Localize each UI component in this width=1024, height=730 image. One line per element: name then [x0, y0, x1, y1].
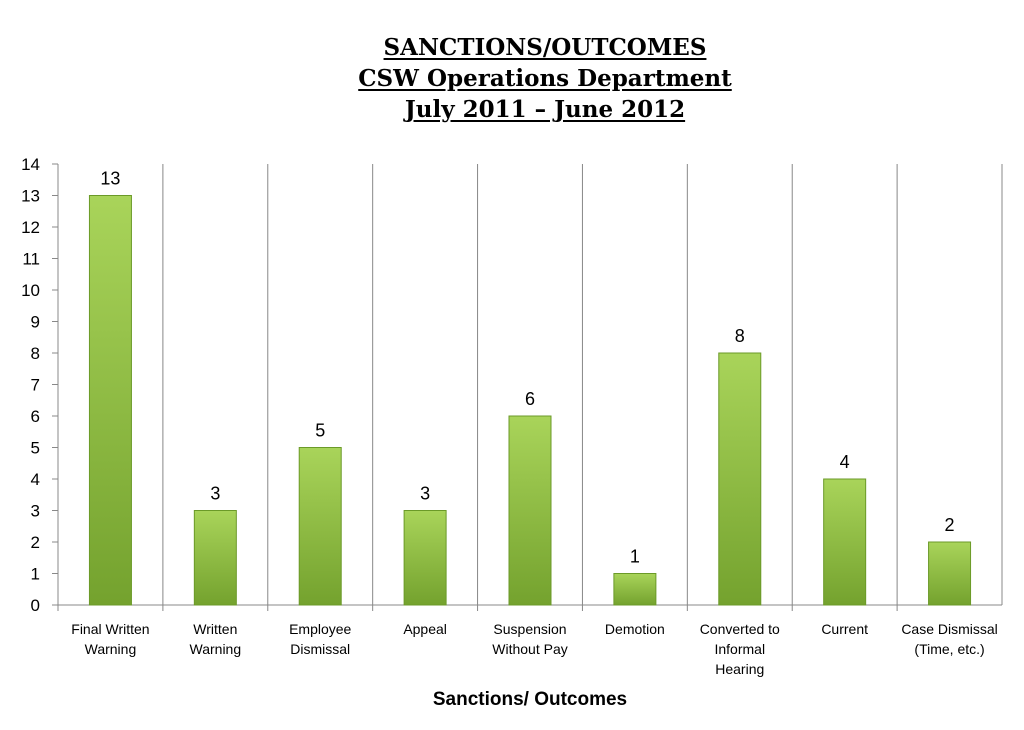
y-tick-label: 14	[21, 155, 40, 174]
y-tick-label: 3	[31, 502, 40, 521]
y-tick-label: 7	[31, 376, 40, 395]
bar	[823, 478, 867, 606]
data-label: 5	[315, 421, 325, 441]
bar	[298, 447, 342, 606]
x-tick-label: Converted to Informal Hearing	[700, 621, 780, 677]
y-tick-label: 8	[31, 344, 40, 363]
bar	[193, 510, 237, 606]
data-label: 1	[630, 547, 640, 567]
y-tick-label: 11	[22, 250, 40, 269]
y-tick-label: 13	[21, 187, 40, 206]
y-tick-label: 12	[21, 218, 40, 237]
bar	[88, 195, 132, 606]
chart-title: SANCTIONS/OUTCOMES CSW Operations Depart…	[0, 32, 1024, 125]
data-label: 13	[100, 169, 120, 189]
y-tick-label: 0	[31, 596, 40, 615]
x-tick-label: Appeal	[403, 621, 447, 637]
x-tick-label: Suspension Without Pay	[492, 621, 567, 657]
category-gridlines	[162, 164, 1003, 605]
data-label: 3	[420, 484, 430, 504]
bar	[718, 352, 762, 606]
x-tick-label: Case Dismissal (Time, etc.)	[901, 621, 997, 657]
x-axis: Final Written Warning Written Warning Employ…	[57, 604, 1002, 677]
x-tick-label: Final Written Warning	[71, 621, 149, 657]
data-label: 3	[210, 484, 220, 504]
y-tick-label: 4	[31, 470, 40, 489]
bar	[613, 573, 657, 606]
chart-title-line-3: July 2011 – June 2012	[404, 96, 686, 123]
y-tick-label: 6	[31, 407, 40, 426]
bar	[403, 510, 447, 606]
y-tick-label: 9	[31, 313, 40, 332]
chart-title-line-1: SANCTIONS/OUTCOMES	[383, 34, 707, 61]
data-label: 4	[840, 452, 850, 472]
bar	[508, 415, 552, 606]
x-tick-label: Employee Dismissal	[289, 621, 351, 657]
y-tick-label: 10	[21, 281, 40, 300]
x-tick-label: Demotion	[605, 621, 665, 637]
data-labels: 13 3 5 3 6 1 8 4 2	[100, 169, 954, 567]
y-tick-label: 2	[31, 533, 40, 552]
data-label: 6	[525, 389, 535, 409]
x-axis-label: Sanctions/ Outcomes	[433, 689, 627, 710]
y-tick-label: 5	[31, 439, 40, 458]
x-tick-label: Written Warning	[190, 621, 242, 657]
y-tick-label: 1	[31, 565, 40, 584]
data-label: 2	[945, 515, 955, 535]
bars	[88, 195, 972, 606]
chart-title-line-2: CSW Operations Department	[358, 65, 732, 92]
bar	[928, 541, 972, 606]
x-tick-label: Current	[821, 621, 868, 637]
data-label: 8	[735, 326, 745, 346]
